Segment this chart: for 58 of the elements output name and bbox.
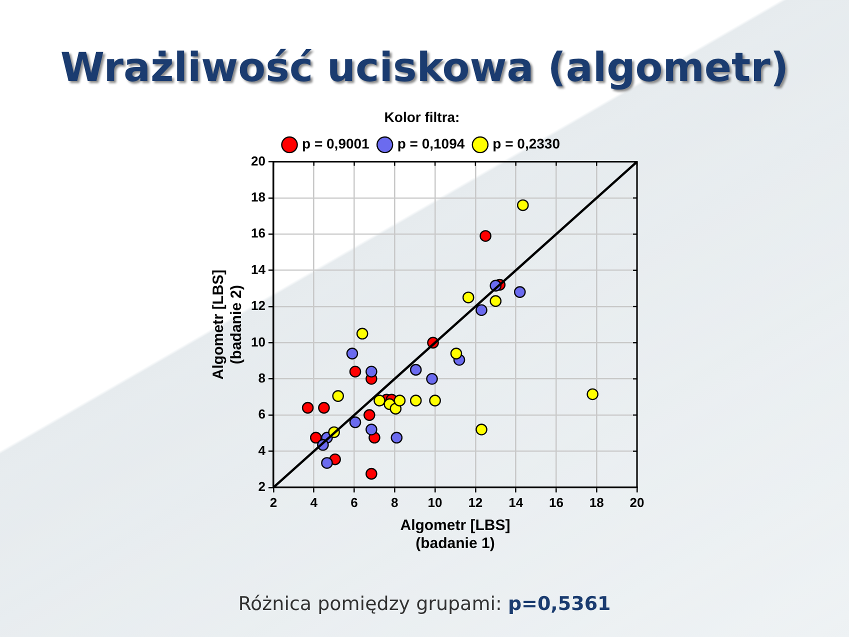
point (394, 394, 406, 406)
y-axis-title: Algometr [LBS] (badanie 2) (210, 270, 246, 380)
point (356, 328, 368, 340)
point (366, 424, 378, 436)
point (366, 366, 378, 378)
y-tick-label: 6 (258, 406, 266, 422)
point (429, 394, 441, 406)
x-tick-label: 8 (391, 494, 398, 510)
legend-label: p = 0,1094 (397, 136, 465, 152)
point (410, 364, 422, 376)
point (586, 388, 598, 400)
chart-title: Wrażliwość uciskowa (algometr) (59, 44, 790, 92)
text: Różnica pomiędzy grupami: (238, 593, 502, 615)
legend-title: Kolor filtra: (384, 108, 460, 125)
y-tick-label: 20 (250, 153, 266, 168)
y-tick-label: 18 (250, 190, 266, 205)
point (332, 390, 344, 402)
y-tick-label: 8 (258, 370, 266, 386)
x-axis-title: Algometr [LBS] (badanie 1) (400, 517, 510, 552)
text: p=0,5361 (508, 593, 611, 615)
legend-label: p = 0,9001 (302, 136, 370, 152)
point (426, 372, 438, 385)
point (346, 348, 358, 360)
point (462, 292, 474, 304)
x-tick-label: 14 (508, 494, 524, 510)
point (410, 394, 422, 406)
x-tick-label: 4 (310, 494, 318, 510)
x-tick-label: 10 (428, 494, 442, 510)
y-tick-label: 14 (250, 262, 266, 277)
point (516, 199, 529, 212)
point (514, 286, 526, 298)
x-tick-label: 2 (270, 494, 278, 510)
y-tick-label: 2 (258, 478, 266, 494)
y-tick-label: 16 (250, 226, 266, 241)
point (480, 230, 492, 242)
point (476, 304, 488, 316)
x-tick-label: 6 (350, 494, 358, 510)
y-tick-label: 4 (258, 442, 266, 458)
x-tick-label: 12 (468, 494, 483, 510)
x-tick-label: 20 (630, 494, 644, 510)
point (366, 468, 378, 480)
point (349, 416, 362, 428)
legend-label: p = 0,2330 (492, 136, 560, 152)
point (318, 402, 330, 414)
point (450, 348, 462, 360)
point (302, 402, 314, 414)
point (363, 409, 376, 421)
y-tick-label: 10 (250, 334, 266, 350)
y-tick-label: 12 (250, 298, 266, 314)
point (310, 432, 322, 444)
point (476, 424, 488, 436)
point (390, 432, 403, 444)
point (490, 295, 502, 307)
x-tick-label: 18 (589, 494, 604, 510)
point (349, 366, 362, 378)
point (321, 457, 333, 469)
point (374, 394, 386, 406)
x-tick-label: 16 (548, 494, 564, 510)
